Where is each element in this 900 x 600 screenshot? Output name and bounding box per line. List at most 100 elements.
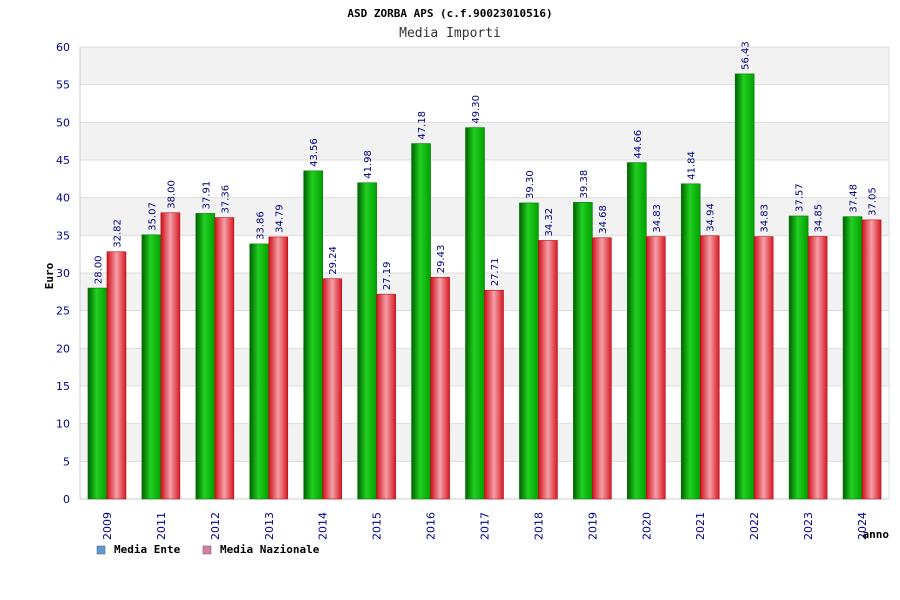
data-label: 43.56	[309, 138, 320, 167]
data-label: 37.05	[868, 187, 879, 216]
x-tick-label: 2018	[532, 512, 545, 540]
y-axis-label: Euro	[43, 262, 56, 289]
data-label: 41.98	[363, 150, 374, 179]
x-tick-label: 2016	[425, 512, 438, 540]
y-tick-label: 5	[63, 455, 70, 468]
y-tick-label: 15	[56, 380, 70, 393]
x-tick-label: 2023	[802, 512, 815, 540]
bar-media-nazionale	[807, 236, 828, 500]
data-label: 35.07	[147, 202, 158, 231]
x-tick-label: 2013	[263, 512, 276, 540]
data-label: 39.30	[525, 170, 536, 199]
y-tick-label: 60	[56, 41, 70, 54]
bar-media-ente	[87, 287, 108, 500]
x-tick-label: 2022	[748, 512, 761, 540]
y-tick-label: 40	[56, 192, 70, 205]
x-tick-label: 2011	[155, 512, 168, 540]
bar-media-nazionale	[592, 237, 612, 500]
data-label: 39.38	[579, 170, 590, 199]
bar-media-nazionale	[753, 236, 774, 500]
x-tick-label: 2017	[479, 512, 492, 540]
bar-media-ente	[303, 170, 324, 500]
chart-title: ASD ZORBA APS (c.f.90023010516)	[347, 7, 552, 20]
data-label: 34.85	[814, 204, 825, 233]
bar-media-nazionale	[430, 276, 450, 500]
data-label: 56.43	[741, 41, 752, 70]
bar-media-nazionale	[538, 240, 558, 500]
bar-media-nazionale	[484, 289, 504, 500]
data-label: 37.91	[201, 181, 212, 210]
bar-media-ente	[249, 243, 270, 500]
x-tick-label: 2015	[371, 512, 384, 540]
bar-media-nazionale	[322, 278, 343, 500]
data-label: 38.00	[166, 180, 177, 209]
y-tick-label: 35	[56, 229, 70, 242]
data-label: 49.30	[471, 95, 482, 124]
data-label: 29.43	[436, 245, 447, 274]
data-label: 28.00	[93, 255, 104, 284]
x-tick-label: 2014	[317, 512, 330, 540]
grid-band	[80, 47, 889, 85]
data-label: 27.19	[382, 262, 393, 291]
legend-label-media-nazionale: Media Nazionale	[220, 543, 320, 556]
data-label: 29.24	[328, 246, 339, 275]
bar-media-ente	[195, 213, 216, 500]
bar-media-ente	[626, 162, 647, 500]
bar-media-ente	[680, 183, 701, 500]
legend-swatch-media-nazionale	[202, 545, 212, 555]
x-axis-label: anno	[863, 528, 890, 541]
y-tick-label: 25	[56, 305, 70, 318]
data-label: 47.18	[417, 111, 428, 140]
bar-media-nazionale	[861, 219, 882, 500]
data-label: 34.83	[760, 204, 771, 233]
bar-media-nazionale	[376, 293, 396, 500]
bar-media-ente	[573, 202, 593, 500]
x-axis: 2009 2011 2012 2013 2014 2015 2016 2017 2018 2019…	[101, 512, 869, 540]
chart-subtitle: Media Importi	[399, 26, 501, 41]
bar-media-nazionale	[268, 236, 289, 500]
data-label: 34.79	[274, 204, 285, 233]
y-tick-label: 20	[56, 342, 70, 355]
legend-label-media-ente: Media Ente	[114, 543, 181, 556]
bar-media-ente	[842, 216, 863, 500]
data-label: 37.57	[795, 183, 806, 212]
data-label: 34.68	[598, 205, 609, 234]
x-tick-label: 2009	[101, 512, 114, 540]
y-tick-label: 10	[56, 418, 70, 431]
data-label: 27.71	[490, 258, 501, 287]
data-label: 41.84	[687, 151, 698, 180]
bar-media-ente	[519, 202, 539, 500]
bar-media-ente	[141, 234, 162, 500]
y-tick-label: 30	[56, 267, 70, 280]
bar-media-ente	[465, 127, 485, 500]
data-label: 32.82	[112, 219, 123, 248]
y-tick-label: 55	[56, 79, 70, 92]
bar-media-nazionale	[214, 217, 235, 500]
data-label: 34.32	[544, 208, 555, 237]
bar-media-nazionale	[106, 251, 127, 500]
legend: Media Ente Media Nazionale	[96, 543, 320, 556]
x-tick-label: 2020	[640, 512, 653, 540]
x-tick-label: 2021	[694, 512, 707, 540]
bar-media-nazionale	[645, 236, 666, 500]
y-axis: 0 5 10 15 20 25 30 35 40 45 50 55 60	[56, 41, 70, 506]
data-label: 34.83	[652, 204, 663, 233]
data-label: 34.94	[706, 203, 717, 232]
bar-media-nazionale	[160, 212, 181, 500]
y-tick-label: 45	[56, 154, 70, 167]
y-tick-label: 0	[63, 493, 70, 506]
y-tick-label: 50	[56, 116, 70, 129]
data-label: 33.86	[255, 211, 266, 240]
data-label: 37.48	[849, 184, 860, 213]
bar-media-ente	[411, 143, 431, 500]
data-label: 37.36	[220, 185, 231, 214]
bars: 28.00 32.82 35.07 38.00 37.91 37.36 33.86 34.79…	[87, 41, 882, 500]
bar-media-ente	[788, 215, 809, 500]
x-tick-label: 2024	[856, 512, 869, 540]
x-tick-label: 2012	[209, 512, 222, 540]
bar-media-nazionale	[699, 235, 720, 500]
data-label: 44.66	[633, 130, 644, 159]
legend-swatch-media-ente	[96, 545, 106, 555]
x-tick-label: 2019	[586, 512, 599, 540]
